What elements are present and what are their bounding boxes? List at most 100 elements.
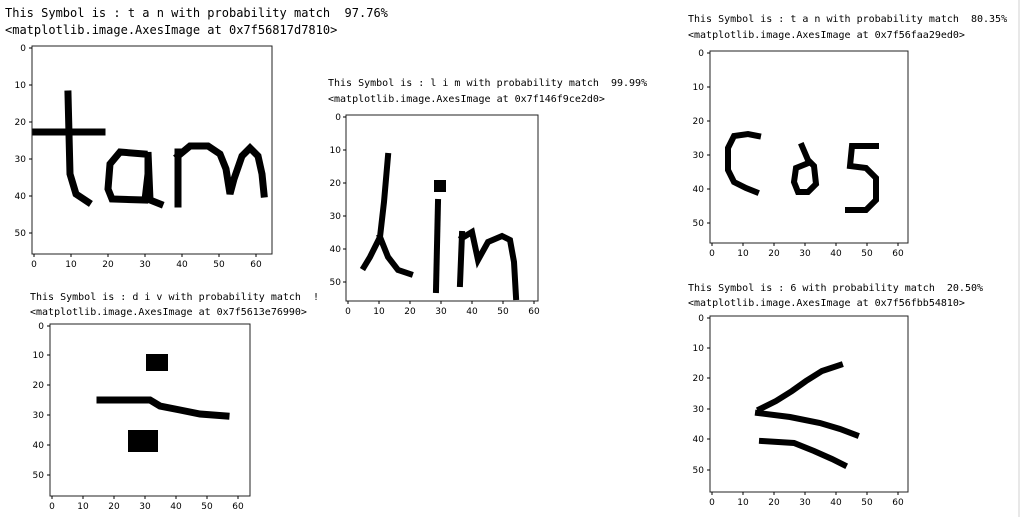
x-tick: 10 (373, 301, 385, 317)
y-tick: 30 (693, 151, 710, 161)
svg-text:30: 30 (799, 249, 811, 259)
svg-text:40: 40 (330, 245, 342, 255)
svg-text:50: 50 (330, 278, 342, 288)
x-axis: 0 10 20 30 40 50 60 (709, 243, 904, 259)
svg-text:50: 50 (33, 471, 45, 481)
x-tick: 50 (861, 243, 873, 259)
prediction-text-lim: This Symbol is : l i m with probability … (328, 78, 648, 89)
y-tick: 20 (33, 381, 50, 391)
x-tick: 50 (861, 492, 873, 508)
y-axis: 0 10 20 30 40 50 (693, 314, 710, 476)
x-tick: 50 (201, 496, 213, 512)
svg-text:50: 50 (693, 466, 705, 476)
y-tick: 40 (693, 435, 710, 445)
svg-text:60: 60 (528, 307, 540, 317)
y-tick: 50 (693, 466, 710, 476)
svg-text:50: 50 (497, 307, 509, 317)
y-tick: 40 (693, 185, 710, 195)
y-axis: 0 10 20 30 40 50 (33, 322, 50, 481)
x-tick: 10 (77, 496, 89, 512)
svg-text:30: 30 (33, 411, 45, 421)
axes-frame (49, 323, 251, 497)
svg-text:10: 10 (693, 83, 705, 93)
svg-text:40: 40 (830, 498, 842, 508)
y-axis: 0 10 20 30 40 50 (693, 49, 710, 229)
y-tick: 30 (33, 411, 50, 421)
y-axis: 0 10 20 30 40 50 (15, 44, 32, 239)
svg-text:10: 10 (737, 249, 749, 259)
svg-text:40: 40 (466, 307, 478, 317)
svg-text:40: 40 (693, 435, 705, 445)
y-tick: 50 (33, 471, 50, 481)
svg-text:50: 50 (15, 229, 27, 239)
svg-text:10: 10 (693, 344, 705, 354)
svg-text:10: 10 (33, 351, 45, 361)
x-axis: 0 10 20 30 40 50 60 (345, 301, 540, 317)
svg-text:40: 40 (170, 502, 182, 512)
y-tick: 0 (38, 322, 50, 332)
y-tick: 10 (330, 146, 346, 156)
x-axis: 0 10 20 30 40 50 60 (31, 254, 262, 270)
y-tick: 0 (20, 44, 32, 54)
x-axis: 0 10 20 30 40 50 60 (49, 496, 244, 512)
svg-text:30: 30 (693, 405, 705, 415)
svg-text:20: 20 (108, 502, 120, 512)
y-tick: 30 (15, 155, 32, 165)
svg-text:10: 10 (373, 307, 385, 317)
svg-text:30: 30 (435, 307, 447, 317)
axesimage-repr-lt: <matplotlib.image.AxesImage at 0x7f56fbb… (688, 298, 965, 309)
x-tick: 30 (435, 301, 447, 317)
x-tick: 60 (232, 496, 244, 512)
y-tick: 30 (330, 212, 346, 222)
x-tick: 30 (139, 254, 151, 270)
y-tick: 50 (693, 219, 710, 229)
prediction-text-lt: This Symbol is : 6 with probability matc… (688, 283, 984, 294)
svg-text:30: 30 (139, 502, 151, 512)
svg-text:20: 20 (768, 249, 780, 259)
plot-cos: 0 10 20 30 40 50 60 0 10 20 30 40 50 (693, 49, 909, 259)
handwritten-tan-image (32, 90, 268, 209)
svg-text:60: 60 (250, 260, 262, 270)
svg-text:0: 0 (698, 49, 704, 59)
svg-text:30: 30 (139, 260, 151, 270)
handwritten-less-than-image (754, 361, 860, 470)
x-tick: 60 (892, 243, 904, 259)
svg-text:0: 0 (709, 249, 715, 259)
svg-text:40: 40 (33, 441, 45, 451)
svg-text:60: 60 (232, 502, 244, 512)
x-tick: 50 (497, 301, 509, 317)
y-tick: 50 (15, 229, 32, 239)
svg-text:0: 0 (38, 322, 44, 332)
x-tick: 20 (768, 492, 780, 508)
x-tick: 20 (102, 254, 114, 270)
y-tick: 50 (330, 278, 346, 288)
svg-text:20: 20 (768, 498, 780, 508)
svg-text:50: 50 (693, 219, 705, 229)
y-tick: 20 (693, 374, 710, 384)
x-axis: 0 10 20 30 40 50 60 (709, 492, 904, 508)
x-tick: 10 (65, 254, 77, 270)
plot-lt: 0 10 20 30 40 50 60 0 10 20 30 40 50 (693, 314, 909, 508)
x-tick: 20 (404, 301, 416, 317)
prediction-text-cos: This Symbol is : t a n with probability … (688, 14, 1008, 25)
x-tick: 30 (799, 243, 811, 259)
x-tick: 40 (170, 496, 182, 512)
y-tick: 40 (33, 441, 50, 451)
svg-text:30: 30 (15, 155, 27, 165)
y-tick: 40 (15, 192, 32, 202)
x-tick: 60 (528, 301, 540, 317)
handwritten-div-image (96, 354, 230, 452)
prediction-text-div: This Symbol is : d i v with probability … (30, 292, 319, 303)
y-tick: 20 (693, 117, 710, 127)
svg-text:10: 10 (15, 81, 27, 91)
svg-text:40: 40 (693, 185, 705, 195)
axes-frame (709, 315, 909, 493)
svg-text:0: 0 (698, 314, 704, 324)
svg-text:0: 0 (49, 502, 55, 512)
x-tick: 30 (139, 496, 151, 512)
x-tick: 50 (213, 254, 225, 270)
y-tick: 10 (15, 81, 32, 91)
axesimage-repr-cos: <matplotlib.image.AxesImage at 0x7f56faa… (688, 30, 965, 41)
plot-tan: 0 10 20 30 40 50 60 0 10 20 30 40 50 (15, 44, 273, 270)
y-tick: 20 (15, 118, 32, 128)
